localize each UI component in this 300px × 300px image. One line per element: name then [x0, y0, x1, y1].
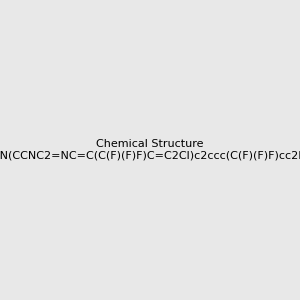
Text: Chemical Structure
CC1=CN(CCNC2=NC=C(C(F)(F)F)C=C2Cl)c2ccc(C(F)(F)F)cc2N=C1C: Chemical Structure CC1=CN(CCNC2=NC=C(C(F… — [0, 139, 300, 161]
